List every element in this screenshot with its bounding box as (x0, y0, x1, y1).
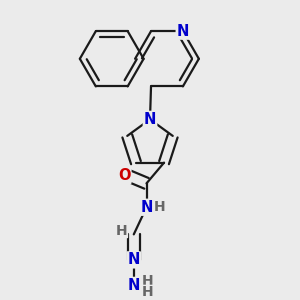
Text: O: O (118, 168, 130, 183)
Text: N: N (128, 252, 140, 267)
Text: N: N (128, 278, 140, 293)
Text: H: H (154, 200, 165, 214)
Text: N: N (144, 112, 156, 127)
Text: N: N (140, 200, 153, 215)
Text: H: H (116, 224, 127, 238)
Text: H: H (141, 274, 153, 288)
Text: N: N (177, 24, 189, 39)
Text: H: H (141, 285, 153, 299)
